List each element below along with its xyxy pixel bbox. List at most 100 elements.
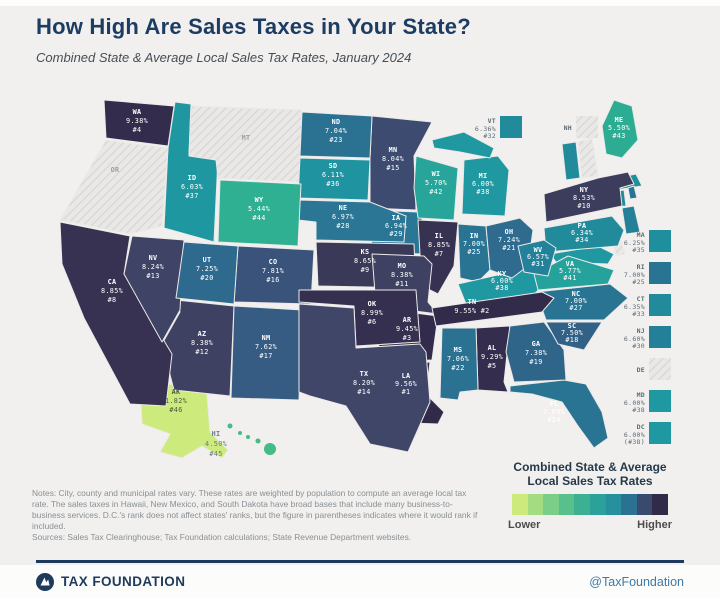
state-label-NC: NC 7.00% #27 xyxy=(565,290,587,312)
state-MT xyxy=(188,105,303,183)
legend-swatch xyxy=(574,494,590,515)
state-label-HI: HI 4.50% #45 xyxy=(205,430,227,458)
state-swatch-CT xyxy=(649,294,671,316)
legend-swatch xyxy=(543,494,559,515)
tax-foundation-logo-icon xyxy=(36,572,54,591)
state-label-KY: KY 6.00% #38 xyxy=(491,270,513,292)
sources-text: Sources: Sales Tax Clearinghouse; Tax Fo… xyxy=(32,532,412,542)
state-label-AL: AL 9.29% #5 xyxy=(481,344,503,370)
state-label-DE: DE xyxy=(637,366,645,374)
legend-swatch xyxy=(527,494,544,515)
state-label-OK: OK 8.99% #6 xyxy=(361,300,383,326)
state-label-CA: CA 8.85% #8 xyxy=(101,278,123,304)
state-label-CT: CT 6.35% #33 xyxy=(624,295,645,318)
state-OR xyxy=(59,139,169,235)
state-label-PA: PA 6.34% #34 xyxy=(571,222,593,244)
brand-name: TAX FOUNDATION xyxy=(61,574,186,589)
state-label-IA: IA 6.94% #29 xyxy=(385,214,407,238)
state-label-MA: MA 6.25% #35 xyxy=(624,231,645,254)
state-label-ND: ND 7.04% #23 xyxy=(325,118,347,144)
legend-swatch xyxy=(558,494,575,515)
state-swatch-NH xyxy=(576,116,598,138)
brand: TAX FOUNDATION xyxy=(36,572,186,591)
top-strip xyxy=(0,0,720,6)
legend-gradient-bar xyxy=(512,494,668,515)
state-label-NE: NE 6.97% #28 xyxy=(332,204,354,230)
state-ME xyxy=(601,99,639,159)
state-label-MT: MT xyxy=(242,134,251,142)
state-label-MN: MN 8.04% #15 xyxy=(382,146,404,172)
legend-swatch xyxy=(652,494,668,515)
state-label-NV: NV 8.24% #13 xyxy=(142,254,164,280)
page-title: How High Are Sales Taxes in Your State? xyxy=(36,14,471,39)
state-label-OH: OH 7.24% #21 xyxy=(498,228,520,252)
legend-swatch xyxy=(636,494,653,515)
state-label-WV: WV 6.57% #31 xyxy=(527,246,549,268)
state-IN xyxy=(457,223,491,283)
footer-divider xyxy=(36,560,684,563)
state-NE xyxy=(297,199,407,243)
state-swatch-VT xyxy=(500,116,522,138)
legend-title-line1: Combined State & Average xyxy=(513,460,667,474)
state-NM xyxy=(230,305,303,401)
state-label-MS: MS 7.06% #22 xyxy=(447,346,469,372)
state-label-NJ: NJ 6.60% #30 xyxy=(624,327,645,350)
state-label-IN: IN 7.00% #25 xyxy=(463,232,485,256)
state-VT xyxy=(561,141,581,181)
state-label-VA: VA 5.77% #41 xyxy=(559,260,581,282)
state-label-ME: ME 5.50% #43 xyxy=(608,116,630,140)
notes-text: Notes: City, county and municipal rates … xyxy=(32,488,478,531)
state-UT xyxy=(175,241,239,305)
state-HI-island xyxy=(255,438,261,444)
state-MI xyxy=(431,131,495,159)
state-MI xyxy=(461,155,510,217)
state-label-SC: SC 7.50% #18 xyxy=(561,322,583,344)
state-label-OR: OR xyxy=(111,166,120,174)
state-NV xyxy=(123,235,185,343)
state-label-ID: ID 6.03% #37 xyxy=(181,174,203,200)
state-label-GA: GA 7.38% #19 xyxy=(525,340,547,366)
state-label-TX: TX 8.20% #14 xyxy=(353,370,375,396)
legend-lower-label: Lower xyxy=(508,519,541,531)
state-label-WY: WY 5.44% #44 xyxy=(248,196,270,222)
state-swatch-NJ xyxy=(649,326,671,348)
state-label-MD: MD 6.00% #38 xyxy=(624,391,645,414)
legend-swatch xyxy=(512,494,528,515)
state-label-NH: NH xyxy=(564,124,572,132)
state-WV xyxy=(517,239,557,277)
twitter-handle: @TaxFoundation xyxy=(589,574,684,589)
state-GA xyxy=(505,321,567,383)
state-WI xyxy=(413,155,459,221)
state-label-FL: FL 7.00% #24 xyxy=(543,400,565,424)
state-label-NY: NY 8.53% #10 xyxy=(573,186,595,210)
state-label-UT: UT 7.25% #20 xyxy=(196,256,218,282)
us-choropleth-map: AK 1.82% #46 AL 9.29% #5 AR 9.45% #3 AZ 8.38% #12 CA… xyxy=(59,99,671,459)
state-FL xyxy=(509,379,609,449)
state-swatch-RI xyxy=(649,262,671,284)
state-TN xyxy=(431,291,555,327)
page-subtitle: Combined State & Average Local Sales Tax… xyxy=(36,50,412,65)
state-RI xyxy=(627,185,638,200)
state-label-AK: AK 1.82% #46 xyxy=(165,388,187,414)
state-CA xyxy=(59,221,173,407)
state-HI-island xyxy=(246,435,250,439)
state-label-NM: NM 7.62% #17 xyxy=(255,334,277,360)
notes-block: Notes: City, county and municipal rates … xyxy=(32,488,480,543)
state-TX xyxy=(298,303,431,453)
state-NH xyxy=(577,137,599,179)
state-NY xyxy=(543,171,635,223)
footer: TAX FOUNDATION @TaxFoundation xyxy=(0,565,720,598)
state-label-CO: CO 7.81% #16 xyxy=(262,258,284,284)
state-label-DC: DC 6.00% (#38) xyxy=(624,423,645,446)
state-WA xyxy=(103,99,175,147)
legend-title-line2: Local Sales Tax Rates xyxy=(527,474,653,488)
state-label-KS: KS 8.65% #9 xyxy=(354,248,376,274)
state-label-MI: MI 6.00% #38 xyxy=(472,172,494,196)
state-label-LA: LA 9.56% #1 xyxy=(395,372,417,396)
state-swatch-MA xyxy=(649,230,671,252)
state-SC xyxy=(545,321,603,351)
state-label-WA: WA 9.38% #4 xyxy=(126,108,148,134)
state-HI-island xyxy=(264,443,276,455)
state-label-WI: WI 5.70% #42 xyxy=(425,170,447,196)
